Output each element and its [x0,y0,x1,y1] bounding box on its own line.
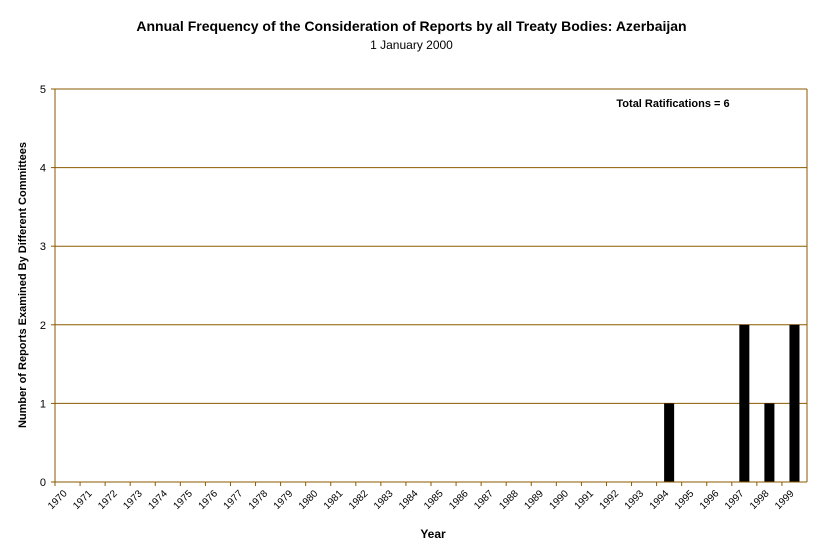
x-tick-label-1985: 1985 [422,488,446,512]
x-tick-label-1986: 1986 [447,488,471,512]
x-axis-label: Year [420,527,446,541]
bar-1998 [764,403,775,482]
x-tick-label-1990: 1990 [547,488,571,512]
x-tick-label-1988: 1988 [497,488,521,512]
x-tick-label-1977: 1977 [222,488,246,512]
x-tick-label-1971: 1971 [71,488,95,512]
x-tick-label-1996: 1996 [698,488,722,512]
bar-1994 [664,403,675,482]
x-tick-label-1994: 1994 [648,488,672,512]
bar-1997 [739,324,750,482]
y-tick-label-5: 5 [40,84,46,96]
y-tick-label-2: 2 [40,320,46,332]
x-tick-label-1982: 1982 [347,488,371,512]
x-tick-label-1972: 1972 [96,488,120,512]
x-tick-label-1989: 1989 [522,488,546,512]
x-tick-label-1997: 1997 [723,488,747,512]
x-tick-label-1993: 1993 [623,488,647,512]
x-tick-label-1979: 1979 [272,488,296,512]
x-tick-label-1976: 1976 [197,488,221,512]
total-ratifications-annotation: Total Ratifications = 6 [616,98,729,110]
y-tick-label-1: 1 [40,398,46,410]
chart-title: Annual Frequency of the Consideration of… [136,18,687,34]
bars [664,324,800,482]
x-tick-label-1991: 1991 [573,488,597,512]
bar-1999 [789,324,800,482]
y-tick-label-0: 0 [40,477,46,489]
x-tick-label-1983: 1983 [372,488,396,512]
y-tick-label-3: 3 [40,241,46,253]
x-tick-label-1980: 1980 [297,488,321,512]
x-tick-labels: 1970 1971 1972 1973 1974 1975 1976 1977 1978 1979… [46,488,797,512]
x-tick-label-1987: 1987 [472,488,496,512]
x-tick-label-1998: 1998 [748,488,772,512]
x-tick-label-1970: 1970 [46,488,70,512]
x-tick-label-1981: 1981 [322,488,346,512]
x-tick-label-1973: 1973 [121,488,145,512]
y-tick-labels: 0 1 2 3 4 5 [40,84,46,489]
axes [51,88,808,486]
x-tick-label-1975: 1975 [171,488,195,512]
x-tick-label-1992: 1992 [598,488,622,512]
chart-subtitle: 1 January 2000 [370,38,453,52]
y-axis-label: Number of Reports Examined By Different … [17,142,29,428]
x-tick-label-1978: 1978 [247,488,271,512]
gridlines [55,88,807,404]
x-tick-label-1984: 1984 [397,488,421,512]
x-tick-label-1999: 1999 [773,488,797,512]
x-tick-label-1995: 1995 [673,488,697,512]
x-tick-label-1974: 1974 [146,488,170,512]
y-tick-label-4: 4 [40,163,46,175]
